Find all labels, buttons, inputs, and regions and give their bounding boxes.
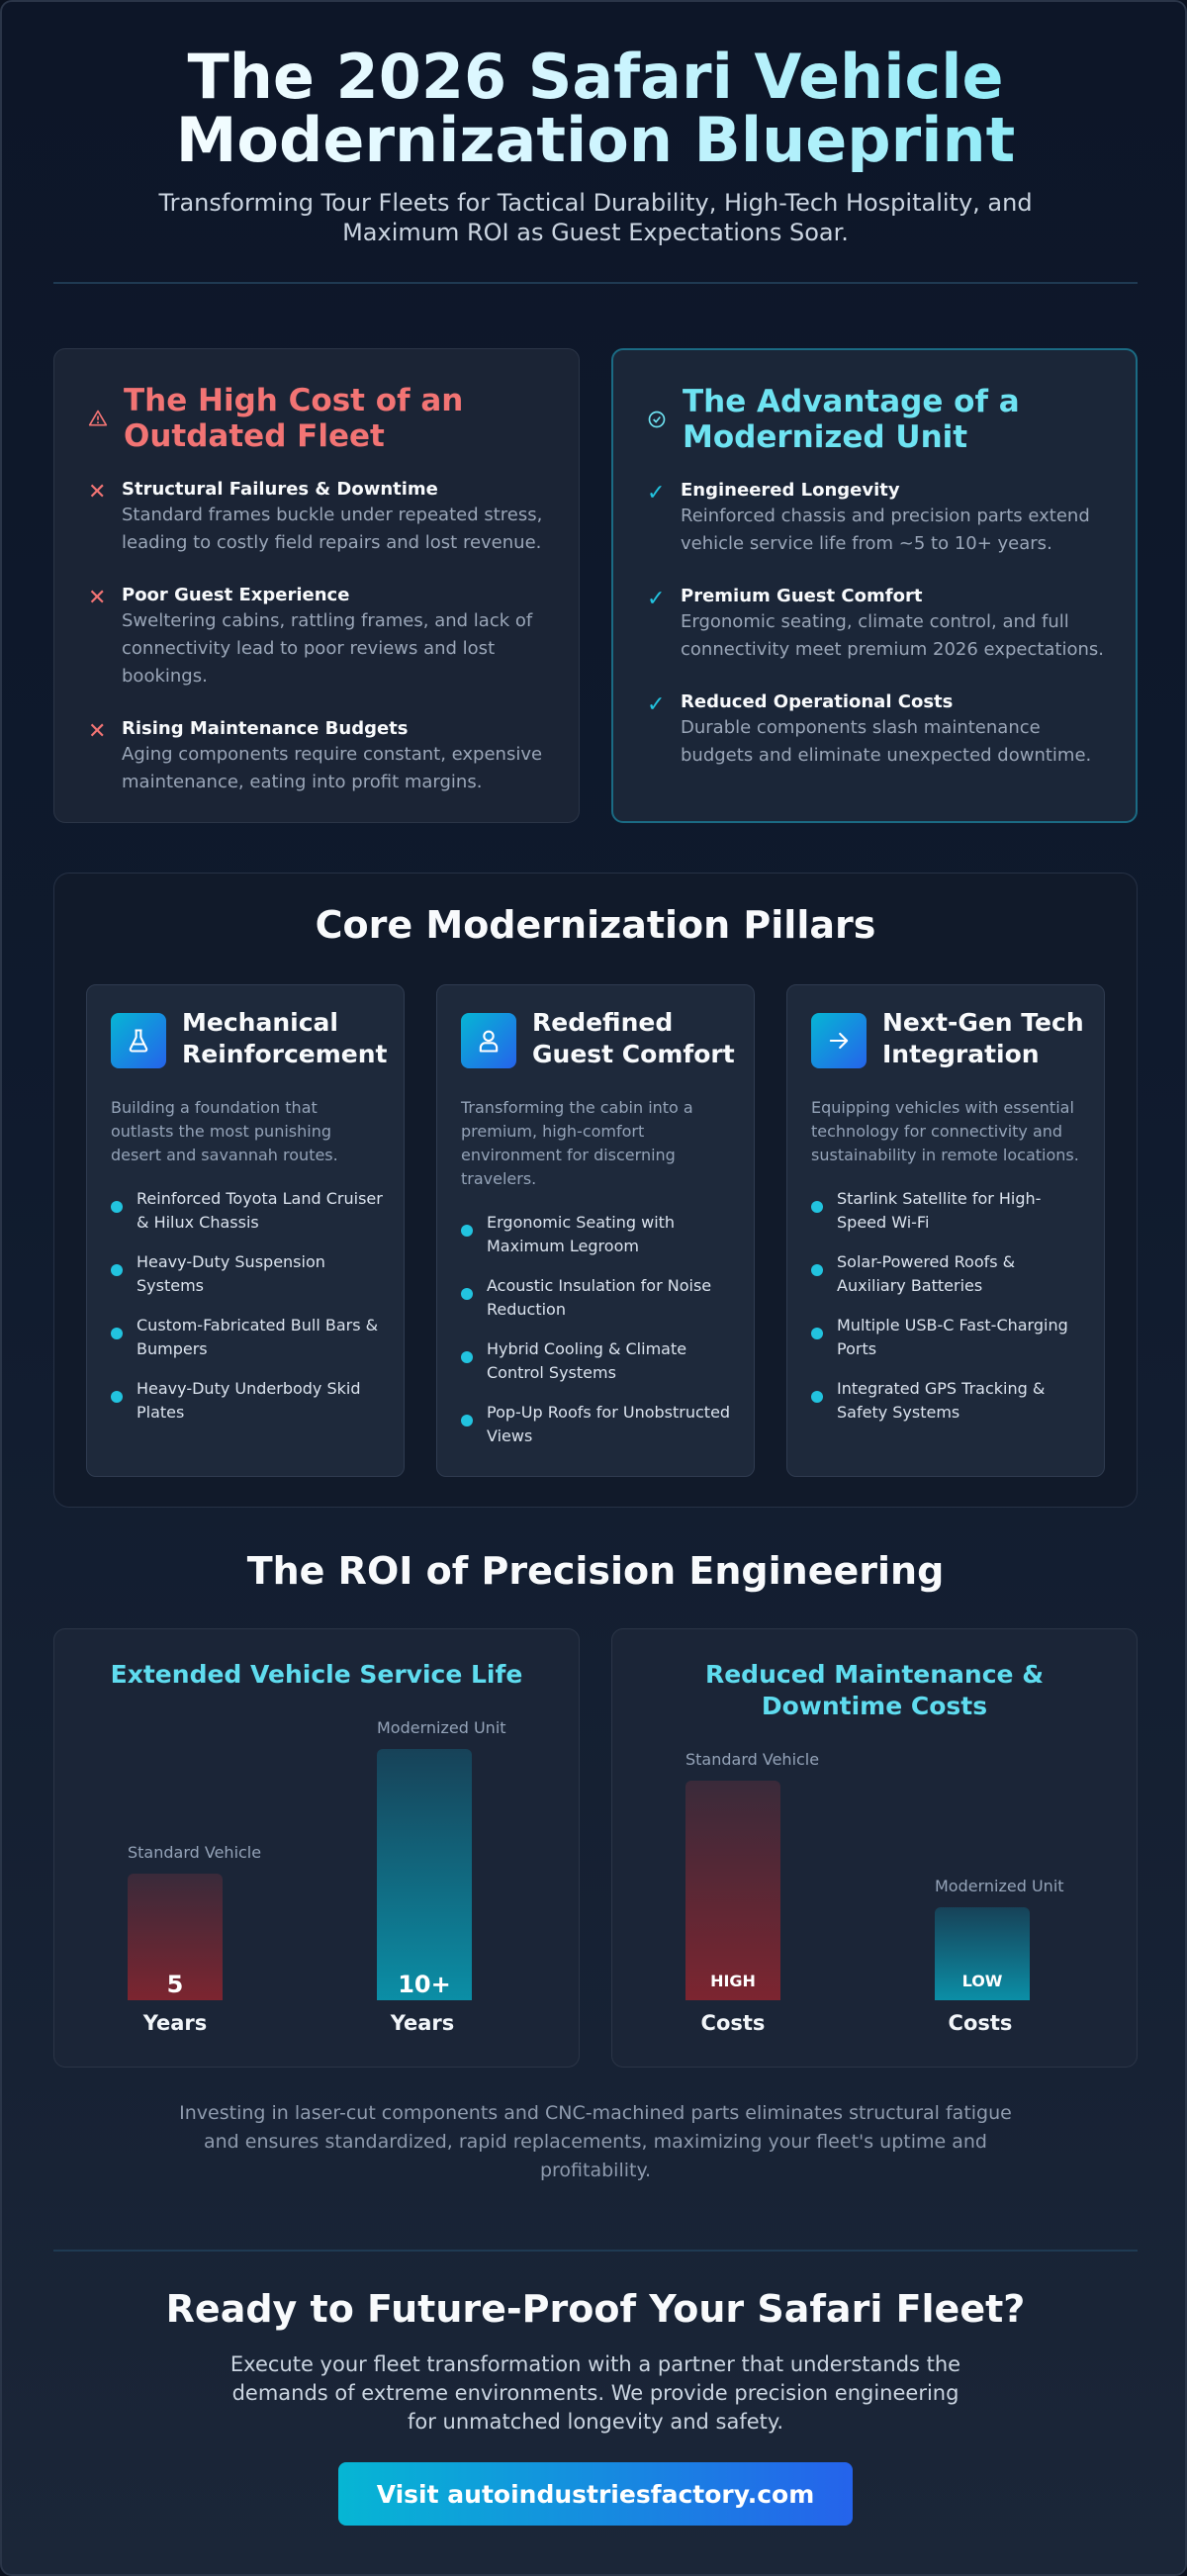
check-icon: ✓ bbox=[647, 692, 666, 717]
item-title: Engineered Longevity bbox=[681, 480, 900, 501]
bullet-dot bbox=[111, 1391, 123, 1403]
pillar-point: Heavy-Duty Suspension Systems bbox=[111, 1250, 384, 1298]
roi-note: Investing in laser-cut components and CN… bbox=[179, 2102, 1012, 2181]
bar-label: Modernized Unit bbox=[935, 1877, 1064, 1895]
item-text: Reinforced chassis and precision parts e… bbox=[681, 506, 1090, 554]
check-icon: ✓ bbox=[647, 481, 666, 506]
bar-unit: Costs bbox=[700, 2011, 766, 2035]
bar-value: 10+ bbox=[398, 1971, 451, 1998]
pillar-point: Heavy-Duty Underbody Skid Plates bbox=[111, 1377, 384, 1425]
standard-vehicle-bar: HIGH bbox=[685, 1781, 780, 2000]
modernized-unit-bar: 10+ bbox=[377, 1749, 472, 2000]
pillar-title: Redefined Guest Comfort bbox=[532, 1008, 735, 1068]
item-title: Reduced Operational Costs bbox=[681, 691, 954, 712]
pillar-point: Pop-Up Roofs for Unobstructed Views bbox=[461, 1401, 734, 1448]
pillar-point: Ergonomic Seating with Maximum Legroom bbox=[461, 1211, 734, 1258]
pillar-desc: Transforming the cabin into a premium, h… bbox=[461, 1098, 693, 1188]
pillars-title: Core Modernization Pillars bbox=[315, 903, 876, 947]
maintenance-cost-title: Reduced Maintenance & Downtime Costs bbox=[704, 1660, 1045, 1720]
bullet-dot bbox=[461, 1288, 473, 1300]
pillar-point: Starlink Satellite for High-Speed Wi-Fi bbox=[811, 1187, 1084, 1235]
service-life-title: Extended Vehicle Service Life bbox=[110, 1660, 523, 1689]
cta-text: Execute your fleet transformation with a… bbox=[229, 2352, 961, 2434]
item-text: Durable components slash maintenance bud… bbox=[681, 717, 1092, 766]
section-divider bbox=[53, 2250, 1138, 2252]
item-text: Standard frames buckle under repeated st… bbox=[122, 505, 543, 553]
item-text: Aging components require constant, expen… bbox=[122, 744, 543, 792]
user-icon bbox=[461, 1013, 516, 1068]
service-life-card: Extended Vehicle Service Life Standard V… bbox=[53, 1628, 580, 2068]
bullet-dot bbox=[111, 1264, 123, 1276]
pillar-point: Custom-Fabricated Bull Bars & Bumpers bbox=[111, 1314, 384, 1361]
cta-title: Ready to Future-Proof Your Safari Fleet? bbox=[165, 2287, 1026, 2331]
maintenance-cost-card: Reduced Maintenance & Downtime Costs Sta… bbox=[611, 1628, 1138, 2068]
pillar-card-comfort: Redefined Guest Comfort Transforming the… bbox=[436, 984, 755, 1477]
pillar-title: Mechanical Reinforcement bbox=[182, 1008, 388, 1068]
bar-label: Modernized Unit bbox=[377, 1718, 506, 1737]
pillar-card-mechanical: Mechanical Reinforcement Building a foun… bbox=[86, 984, 405, 1477]
outdated-fleet-title: The High Cost of an Outdated Fleet bbox=[124, 383, 464, 454]
outdated-item: ✕ Rising Maintenance Budgets Aging compo… bbox=[88, 717, 549, 796]
section-divider bbox=[53, 282, 1138, 284]
arrow-right-icon bbox=[811, 1013, 867, 1068]
item-title: Structural Failures & Downtime bbox=[122, 479, 438, 500]
cross-icon: ✕ bbox=[88, 586, 107, 610]
visit-website-button[interactable]: Visit autoindustriesfactory.com bbox=[338, 2462, 853, 2526]
item-title: Rising Maintenance Budgets bbox=[122, 718, 409, 739]
outdated-item: ✕ Structural Failures & Downtime Standar… bbox=[88, 478, 549, 557]
standard-vehicle-bar: 5 bbox=[128, 1874, 223, 2000]
pillar-desc: Equipping vehicles with essential techno… bbox=[811, 1098, 1079, 1164]
roi-title: The ROI of Precision Engineering bbox=[246, 1549, 945, 1593]
flask-icon bbox=[111, 1013, 166, 1068]
page-title: The 2026 Safari Vehicle Modernization Bl… bbox=[53, 46, 1138, 172]
check-circle-icon bbox=[648, 411, 666, 428]
modernized-unit-title: The Advantage of a Modernized Unit bbox=[683, 384, 1020, 455]
bar-unit: Years bbox=[142, 2011, 208, 2035]
item-text: Sweltering cabins, rattling frames, and … bbox=[122, 610, 533, 687]
bullet-dot bbox=[811, 1391, 823, 1403]
bar-unit: Years bbox=[390, 2011, 455, 2035]
item-title: Premium Guest Comfort bbox=[681, 586, 923, 606]
modernized-item: ✓ Premium Guest Comfort Ergonomic seatin… bbox=[647, 585, 1106, 664]
bullet-dot bbox=[111, 1201, 123, 1213]
pillar-point: Hybrid Cooling & Climate Control Systems bbox=[461, 1337, 734, 1385]
hero-section: The 2026 Safari Vehicle Modernization Bl… bbox=[53, 46, 1138, 247]
bar-label: Standard Vehicle bbox=[685, 1750, 820, 1769]
page-subtitle: Transforming Tour Fleets for Tactical Du… bbox=[158, 189, 1033, 246]
bar-value: HIGH bbox=[710, 1972, 756, 1990]
modernized-unit-bar: LOW bbox=[935, 1907, 1030, 2000]
pillar-card-tech: Next-Gen Tech Integration Equipping vehi… bbox=[786, 984, 1105, 1477]
bar-value: 5 bbox=[166, 1971, 184, 1998]
cross-icon: ✕ bbox=[88, 719, 107, 744]
modernized-item: ✓ Engineered Longevity Reinforced chassi… bbox=[647, 479, 1106, 558]
pillar-point: Multiple USB-C Fast-Charging Ports bbox=[811, 1314, 1084, 1361]
bar-label: Standard Vehicle bbox=[128, 1843, 262, 1862]
outdated-fleet-card: The High Cost of an Outdated Fleet ✕ Str… bbox=[53, 348, 580, 823]
bullet-dot bbox=[111, 1328, 123, 1339]
bullet-dot bbox=[811, 1201, 823, 1213]
pillar-point: Integrated GPS Tracking & Safety Systems bbox=[811, 1377, 1084, 1425]
modernized-item: ✓ Reduced Operational Costs Durable comp… bbox=[647, 690, 1106, 770]
cross-icon: ✕ bbox=[88, 480, 107, 505]
bar-unit: Costs bbox=[948, 2011, 1013, 2035]
bullet-dot bbox=[461, 1415, 473, 1426]
pillars-section: Core Modernization Pillars Mechanical Re… bbox=[53, 873, 1138, 1508]
modernized-unit-card: The Advantage of a Modernized Unit ✓ Eng… bbox=[611, 348, 1138, 823]
bar-value: LOW bbox=[961, 1972, 1003, 1990]
pillar-point: Reinforced Toyota Land Cruiser & Hilux C… bbox=[111, 1187, 384, 1235]
bullet-dot bbox=[461, 1225, 473, 1237]
bullet-dot bbox=[811, 1328, 823, 1339]
warning-triangle-icon bbox=[88, 410, 108, 426]
item-text: Ergonomic seating, climate control, and … bbox=[681, 611, 1105, 660]
check-icon: ✓ bbox=[647, 587, 666, 611]
pillar-point: Solar-Powered Roofs & Auxiliary Batterie… bbox=[811, 1250, 1084, 1298]
bullet-dot bbox=[461, 1351, 473, 1363]
pillar-title: Next-Gen Tech Integration bbox=[882, 1008, 1084, 1068]
item-title: Poor Guest Experience bbox=[122, 585, 350, 605]
bullet-dot bbox=[811, 1264, 823, 1276]
pillar-desc: Building a foundation that outlasts the … bbox=[111, 1098, 338, 1164]
outdated-item: ✕ Poor Guest Experience Sweltering cabin… bbox=[88, 584, 549, 690]
pillar-point: Acoustic Insulation for Noise Reduction bbox=[461, 1274, 734, 1322]
